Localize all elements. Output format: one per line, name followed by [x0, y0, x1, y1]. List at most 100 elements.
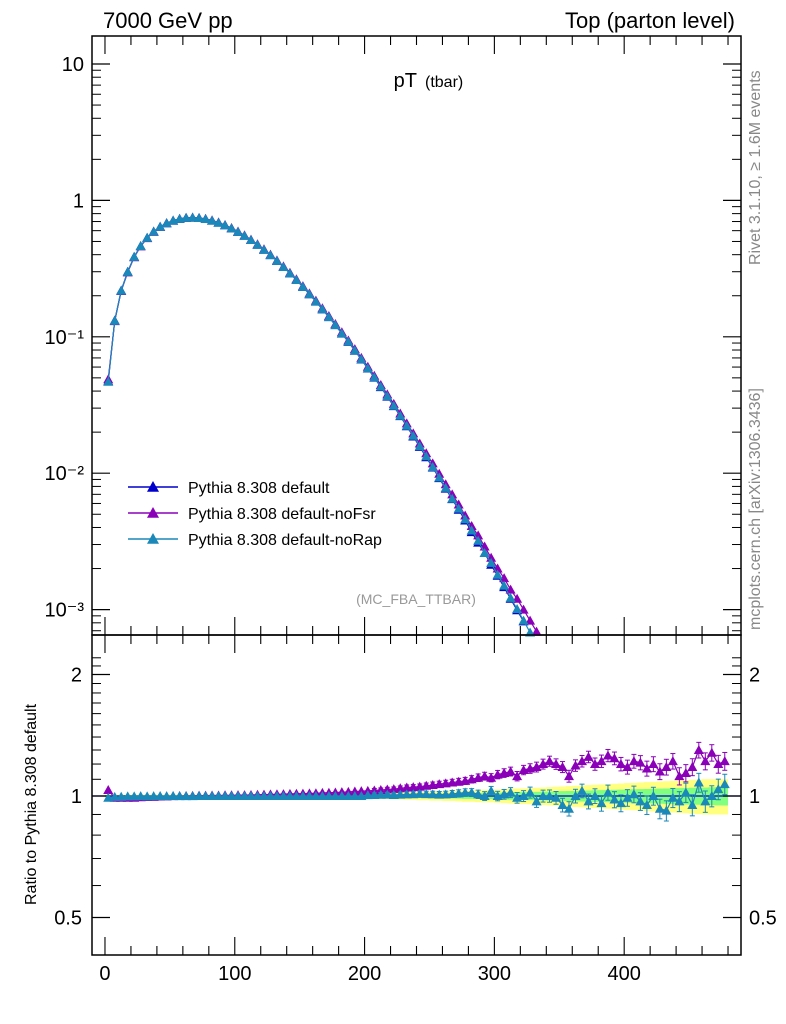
ratio-norap-point — [427, 789, 438, 799]
ratio-norap-point — [226, 791, 237, 800]
legend-marker — [147, 507, 159, 518]
ratio-norap-point — [551, 792, 562, 802]
ratio-nofsr-point — [648, 759, 659, 769]
ratio-norap-point — [265, 791, 276, 800]
legend-marker — [147, 481, 159, 492]
rivet-version-label: Rivet 3.1.10, ≥ 1.6M events — [747, 70, 764, 265]
ratio-nofsr-point — [551, 759, 562, 769]
ratio-nofsr-point — [596, 756, 607, 766]
series-norap-point — [479, 547, 490, 557]
ratio-norap-point — [271, 791, 282, 800]
series-norap-point — [466, 525, 477, 535]
ratio-nofsr-point — [641, 763, 652, 773]
ratio-norap-point — [187, 791, 198, 801]
ratio-nofsr-point — [719, 756, 730, 766]
ratio-nofsr-point — [576, 756, 587, 766]
ratio-norap-point — [343, 791, 354, 800]
series-norap-point — [116, 285, 127, 295]
series-norap-point — [239, 230, 250, 240]
x-tick-label: 200 — [348, 963, 381, 985]
series-norap-point — [440, 482, 451, 492]
series-norap-point — [453, 503, 464, 513]
ratio-norap-point — [220, 791, 231, 800]
series-norap-point — [142, 232, 153, 242]
ratio-norap-point — [615, 798, 626, 808]
ratio-norap-point — [375, 789, 386, 799]
ratio-norap-point — [369, 789, 380, 799]
series-nofsr-point — [499, 573, 510, 583]
series-norap-point — [220, 220, 231, 230]
legend-marker — [147, 533, 159, 544]
series-norap-point — [246, 235, 257, 245]
ratio-norap-point — [680, 787, 691, 797]
ratio-norap-point — [408, 789, 419, 799]
ratio-y-tick-label-right: 2 — [749, 665, 760, 687]
ratio-norap-point — [401, 789, 412, 799]
series-norap-point — [395, 410, 406, 420]
ratio-norap-point — [148, 791, 159, 801]
series-norap-point — [122, 266, 133, 276]
ratio-nofsr-point — [693, 745, 704, 755]
ratio-norap-point — [414, 788, 425, 798]
ratio-norap-point — [667, 792, 678, 802]
series-norap-point — [284, 268, 295, 278]
series-norap-point — [525, 627, 536, 637]
ratio-norap-point — [252, 791, 263, 800]
analysis-tag: (MC_FBA_TTBAR) — [356, 591, 476, 607]
series-nofsr-line — [107, 216, 538, 632]
ratio-norap-point — [421, 789, 432, 799]
series-norap-point — [401, 420, 412, 430]
y-tick-label: 10 — [62, 54, 84, 76]
ratio-norap-point — [284, 791, 295, 800]
ratio-norap-point — [142, 791, 153, 801]
series-norap-point — [518, 615, 529, 625]
ratio-norap-point — [706, 791, 717, 800]
ratio-norap-point — [564, 803, 575, 813]
series-norap-point — [233, 226, 244, 236]
series-norap-point — [271, 255, 282, 265]
series-norap-point — [129, 251, 140, 261]
ratio-norap-point — [654, 803, 665, 813]
ratio-norap-point — [583, 796, 594, 806]
series-nofsr-point — [525, 615, 536, 625]
series-norap-point — [207, 215, 218, 225]
ratio-norap-point — [109, 791, 120, 801]
ratio-norap-point — [466, 787, 477, 797]
ratio-nofsr-point — [570, 760, 581, 770]
ratio-nofsr-point — [512, 771, 523, 781]
series-norap-point — [310, 296, 321, 306]
ratio-norap-point — [525, 787, 536, 797]
series-norap-point — [297, 281, 308, 291]
series-norap-point — [505, 592, 516, 602]
ratio-nofsr-point — [589, 759, 600, 769]
ratio-nofsr-point — [635, 757, 646, 767]
ratio-norap-point — [135, 791, 146, 801]
plot-title-sub: (tbar) — [425, 74, 463, 91]
ratio-nofsr-point — [479, 771, 490, 781]
ratio-norap-point — [155, 791, 166, 800]
series-norap-line — [107, 217, 531, 633]
main-panel: 10 1 10⁻¹ 10⁻² 10⁻³ — [45, 35, 742, 637]
series-default-line — [107, 217, 525, 622]
ratio-nofsr-point — [557, 761, 568, 771]
series-norap-point — [382, 391, 393, 401]
series-norap-point — [278, 261, 289, 271]
series-norap-point — [317, 304, 328, 314]
series-norap-point — [148, 226, 159, 236]
ratio-norap-point — [239, 791, 250, 800]
series-norap-point — [499, 580, 510, 590]
series-nofsr-point — [466, 521, 477, 531]
ratio-norap-point — [531, 796, 542, 806]
ratio-norap-point — [336, 791, 347, 800]
ratio-norap-point — [713, 784, 724, 794]
series-norap-point — [343, 336, 354, 346]
ratio-norap-point — [661, 805, 672, 815]
series-norap-point — [304, 289, 315, 299]
ratio-norap-point — [330, 791, 341, 800]
ratio-norap-point — [648, 791, 659, 800]
ratio-nofsr-point — [661, 761, 672, 771]
series-norap-point — [226, 223, 237, 233]
series-norap-point — [434, 472, 445, 482]
ratio-nofsr-point — [609, 753, 620, 763]
